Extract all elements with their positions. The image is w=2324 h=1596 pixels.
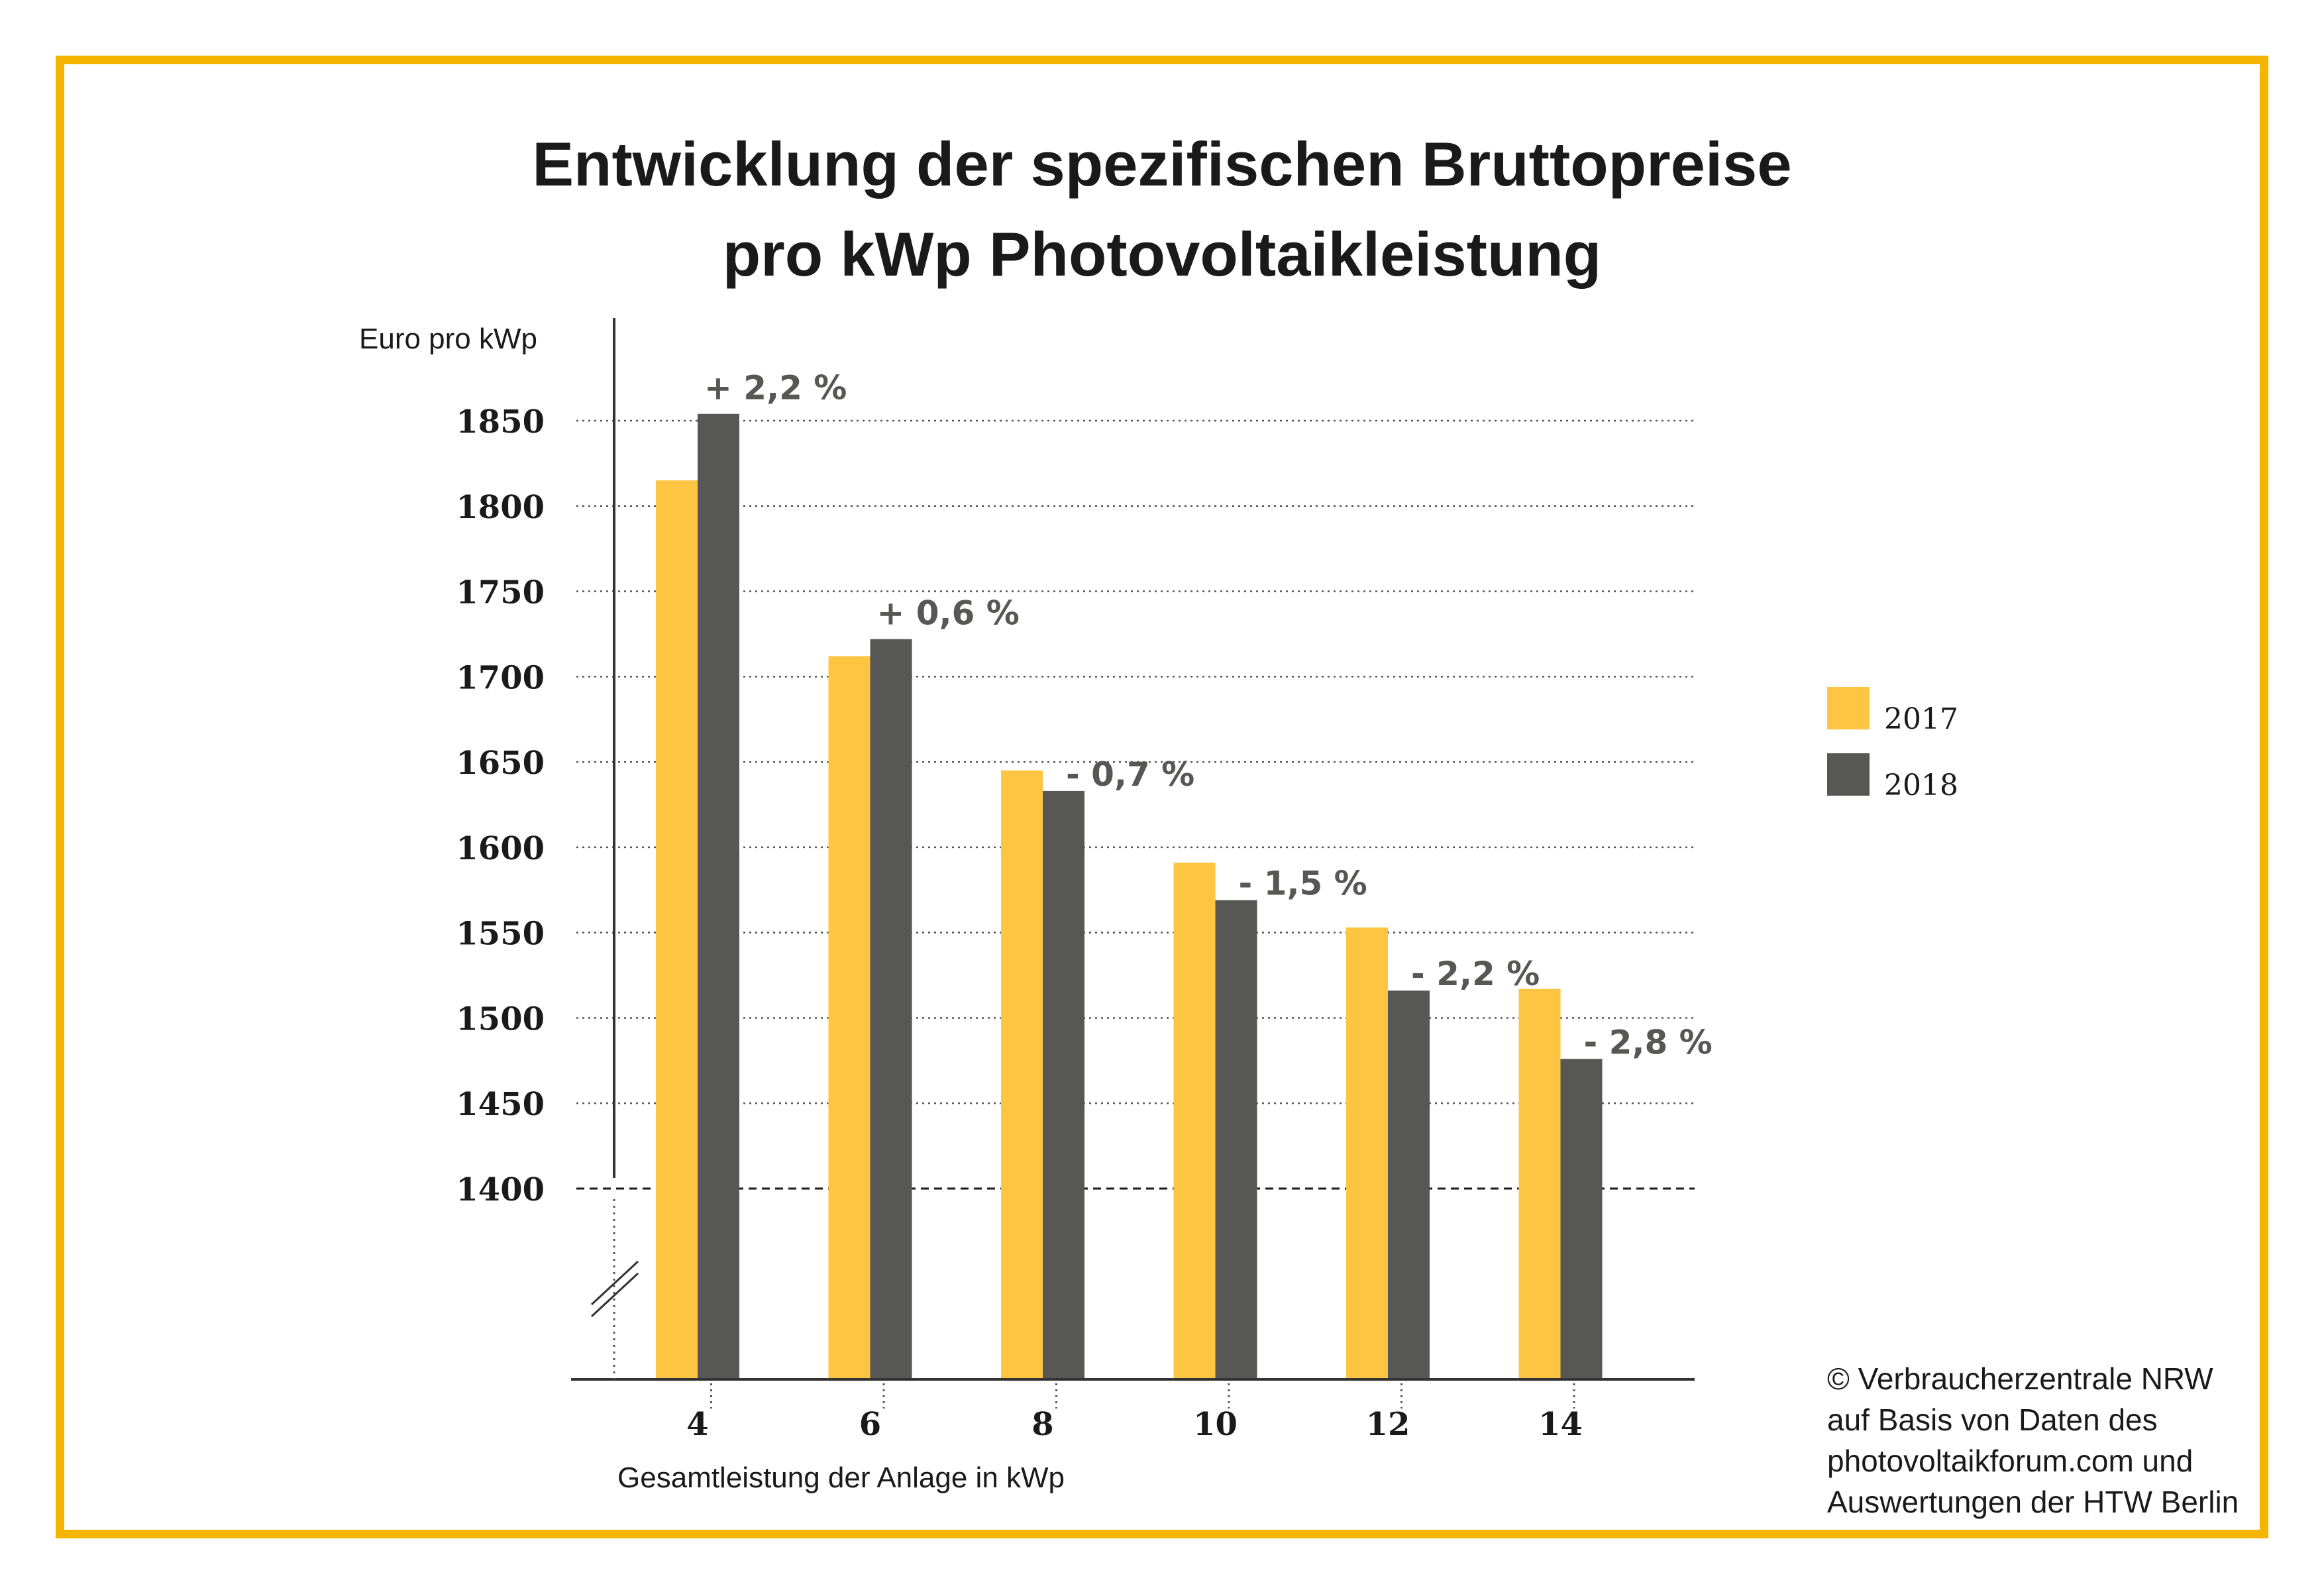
footnote-line: auf Basis von Daten des	[1827, 1403, 2158, 1437]
change-annotation: - 0,7 %	[1066, 755, 1194, 794]
legend-swatch-2018	[1827, 753, 1870, 796]
bar-2017	[1173, 863, 1216, 1379]
x-tick-label: 6	[859, 1406, 881, 1443]
change-annotation: - 1,5 %	[1239, 865, 1367, 903]
x-tick-label: 12	[1366, 1406, 1410, 1443]
bar-2017	[656, 480, 698, 1379]
bar-2018	[698, 413, 739, 1379]
source-footnote: © Verbraucherzentrale NRW auf Basis von …	[1827, 1358, 2239, 1522]
bar-2018	[1215, 900, 1257, 1379]
bar-2018	[1388, 990, 1430, 1379]
bar-2018	[870, 639, 912, 1379]
y-tick-label: 1850	[456, 403, 545, 441]
legend-label-2018: 2018	[1884, 769, 1958, 802]
axis-break-mark	[590, 1260, 639, 1306]
y-tick-label: 1800	[456, 489, 545, 526]
y-tick-label: 1650	[456, 745, 545, 782]
bar-2017	[1518, 988, 1561, 1379]
axis-break-mark	[590, 1272, 639, 1318]
change-annotation: + 0,6 %	[877, 594, 1020, 633]
x-tick-label: 10	[1193, 1406, 1238, 1443]
bar-2018	[1560, 1059, 1603, 1379]
y-tick-label: 1450	[456, 1086, 545, 1123]
y-axis-label: Euro pro kWp	[359, 323, 537, 355]
footnote-line: photovoltaikforum.com und	[1827, 1444, 2193, 1478]
y-tick-label: 1700	[456, 659, 545, 696]
bar-2017	[1346, 927, 1388, 1379]
legend-swatch-2017	[1827, 687, 1870, 729]
x-tick-label: 8	[1031, 1406, 1053, 1443]
bar-2017	[828, 656, 871, 1379]
x-axis-label: Gesamtleistung der Anlage in kWp	[617, 1462, 1065, 1494]
y-tick-label: 1600	[456, 830, 545, 867]
y-tick-label: 1750	[456, 574, 545, 612]
title-line-1: Entwicklung der spezifischen Bruttopreis…	[532, 129, 1792, 199]
x-tick-label: 14	[1538, 1406, 1583, 1443]
chart-title: Entwicklung der spezifischen Bruttopreis…	[0, 119, 2324, 299]
x-tick-label: 4	[686, 1406, 708, 1443]
change-annotation: + 2,2 %	[704, 369, 847, 407]
chart-frame	[56, 56, 2268, 1538]
bar-2018	[1043, 790, 1084, 1379]
legend-label-2017: 2017	[1884, 702, 1958, 736]
change-annotation: - 2,8 %	[1584, 1023, 1713, 1061]
y-tick-label: 1400	[456, 1171, 545, 1208]
title-line-2: pro kWp Photovoltaikleistung	[722, 219, 1602, 289]
y-tick-label: 1550	[456, 916, 545, 953]
y-tick-label: 1500	[456, 1000, 545, 1037]
footnote-line: Auswertungen der HTW Berlin	[1827, 1485, 2239, 1519]
footnote-line: © Verbraucherzentrale NRW	[1827, 1361, 2213, 1396]
change-annotation: - 2,2 %	[1411, 955, 1540, 993]
bar-2017	[1001, 770, 1043, 1379]
